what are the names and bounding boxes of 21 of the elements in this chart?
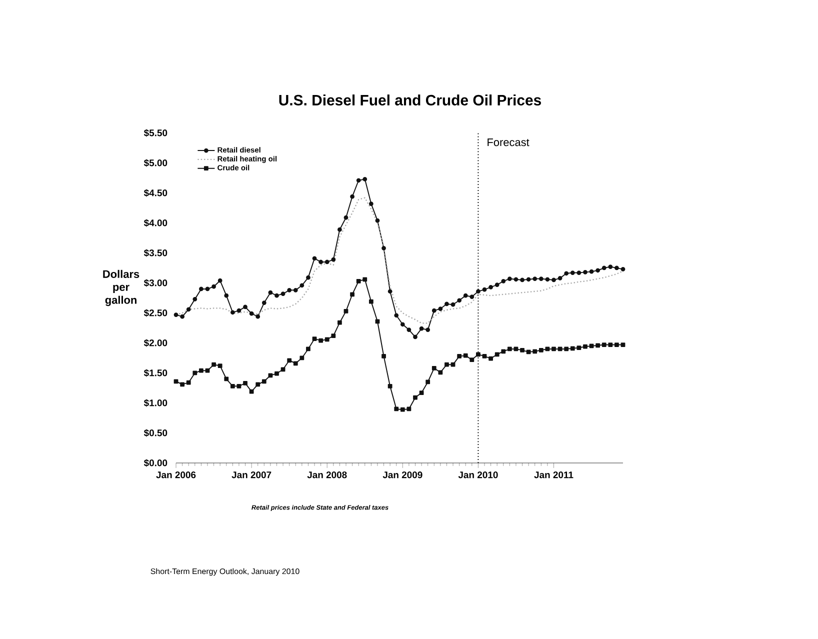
y-tick-label: $3.00 — [144, 279, 168, 287]
y-tick-label: $1.50 — [144, 369, 168, 377]
y-tick-label: $0.00 — [144, 459, 168, 467]
y-tick-label: $2.00 — [144, 339, 168, 347]
y-tick-label: $1.00 — [144, 399, 168, 407]
y-tick-label: $3.50 — [144, 249, 168, 257]
x-tick-label: Jan 2007 — [232, 472, 272, 478]
y-tick-label: $5.50 — [144, 129, 168, 137]
y-tick-label: $5.00 — [144, 159, 168, 167]
x-tick-label: Jan 2011 — [534, 472, 574, 478]
chart-title: U.S. Diesel Fuel and Crude Oil Prices — [279, 94, 542, 106]
y-axis-title: Dollars per gallon — [103, 270, 140, 306]
x-tick-label: Jan 2006 — [156, 472, 196, 478]
ref-line-label: Forecast — [488, 138, 530, 146]
y-tick-label: $4.50 — [144, 189, 168, 197]
x-tick-label: Jan 2009 — [382, 472, 422, 478]
y-tick-label: $2.50 — [144, 309, 168, 317]
y-tick-label: $4.00 — [144, 219, 168, 227]
x-tick-label: Jan 2010 — [458, 472, 498, 478]
x-tick-label: Jan 2008 — [307, 472, 347, 478]
y-tick-label: $0.50 — [144, 429, 168, 437]
